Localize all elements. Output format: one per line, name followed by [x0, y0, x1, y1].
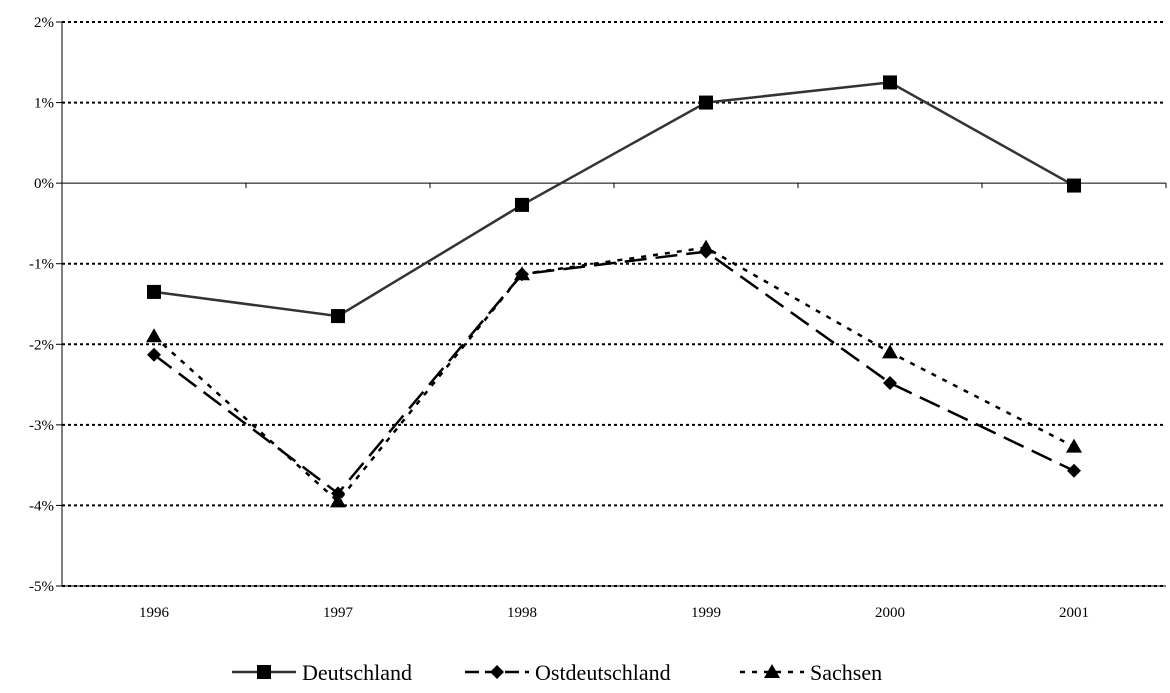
data-point	[1066, 438, 1082, 453]
x-tick-label: 2000	[875, 605, 905, 621]
y-tick-label: -1%	[29, 257, 54, 273]
data-point	[883, 375, 897, 390]
data-point	[1067, 463, 1081, 478]
y-tick-label: -4%	[29, 498, 54, 514]
x-tick-label: 2001	[1059, 605, 1089, 621]
legend-item: Sachsen	[740, 660, 882, 685]
legend-marker	[764, 664, 780, 678]
x-tick-label: 1999	[691, 605, 721, 621]
legend-label: Deutschland	[302, 660, 412, 685]
x-tick-label: 1997	[323, 605, 354, 621]
data-point	[699, 95, 713, 110]
y-tick-label: -5%	[29, 579, 54, 595]
y-tick-label: 2%	[34, 15, 54, 31]
gridlines	[62, 21, 1166, 587]
legend-label: Sachsen	[810, 660, 882, 685]
data-point	[147, 347, 161, 362]
y-tick-label: -3%	[29, 418, 54, 434]
data-point	[146, 328, 162, 343]
series-line	[153, 246, 1075, 504]
y-tick-label: -2%	[29, 337, 54, 353]
y-tick-label: 0%	[34, 176, 54, 192]
axes: 2% 1% 0% -1% -2% -3% -4% -5% 1996 1997 1998 1999 200…	[29, 15, 1167, 621]
legend-item: Ostdeutschland	[465, 660, 671, 685]
x-tick-label: 1998	[507, 605, 537, 621]
y-tick-label: 1%	[34, 96, 54, 112]
data-point	[698, 239, 714, 254]
data-point	[1067, 178, 1081, 193]
data-point	[330, 493, 346, 508]
data-point	[331, 309, 345, 324]
legend-item: Deutschland	[232, 660, 412, 685]
series-deutschland	[147, 75, 1081, 324]
legend-label: Ostdeutschland	[535, 660, 671, 685]
data-point	[883, 75, 897, 90]
legend-marker	[257, 665, 271, 679]
legend-marker	[490, 665, 504, 679]
series-lines	[146, 75, 1082, 508]
legend: Deutschland Ostdeutschland Sachsen	[232, 660, 882, 685]
series-line	[153, 81, 1075, 318]
series-line	[153, 250, 1075, 496]
data-point	[147, 284, 161, 299]
data-point	[515, 197, 529, 212]
series-ostdeutschland	[147, 244, 1081, 501]
data-point	[514, 266, 530, 281]
data-point	[882, 344, 898, 359]
x-tick-label: 1996	[139, 605, 170, 621]
series-sachsen	[146, 239, 1082, 508]
